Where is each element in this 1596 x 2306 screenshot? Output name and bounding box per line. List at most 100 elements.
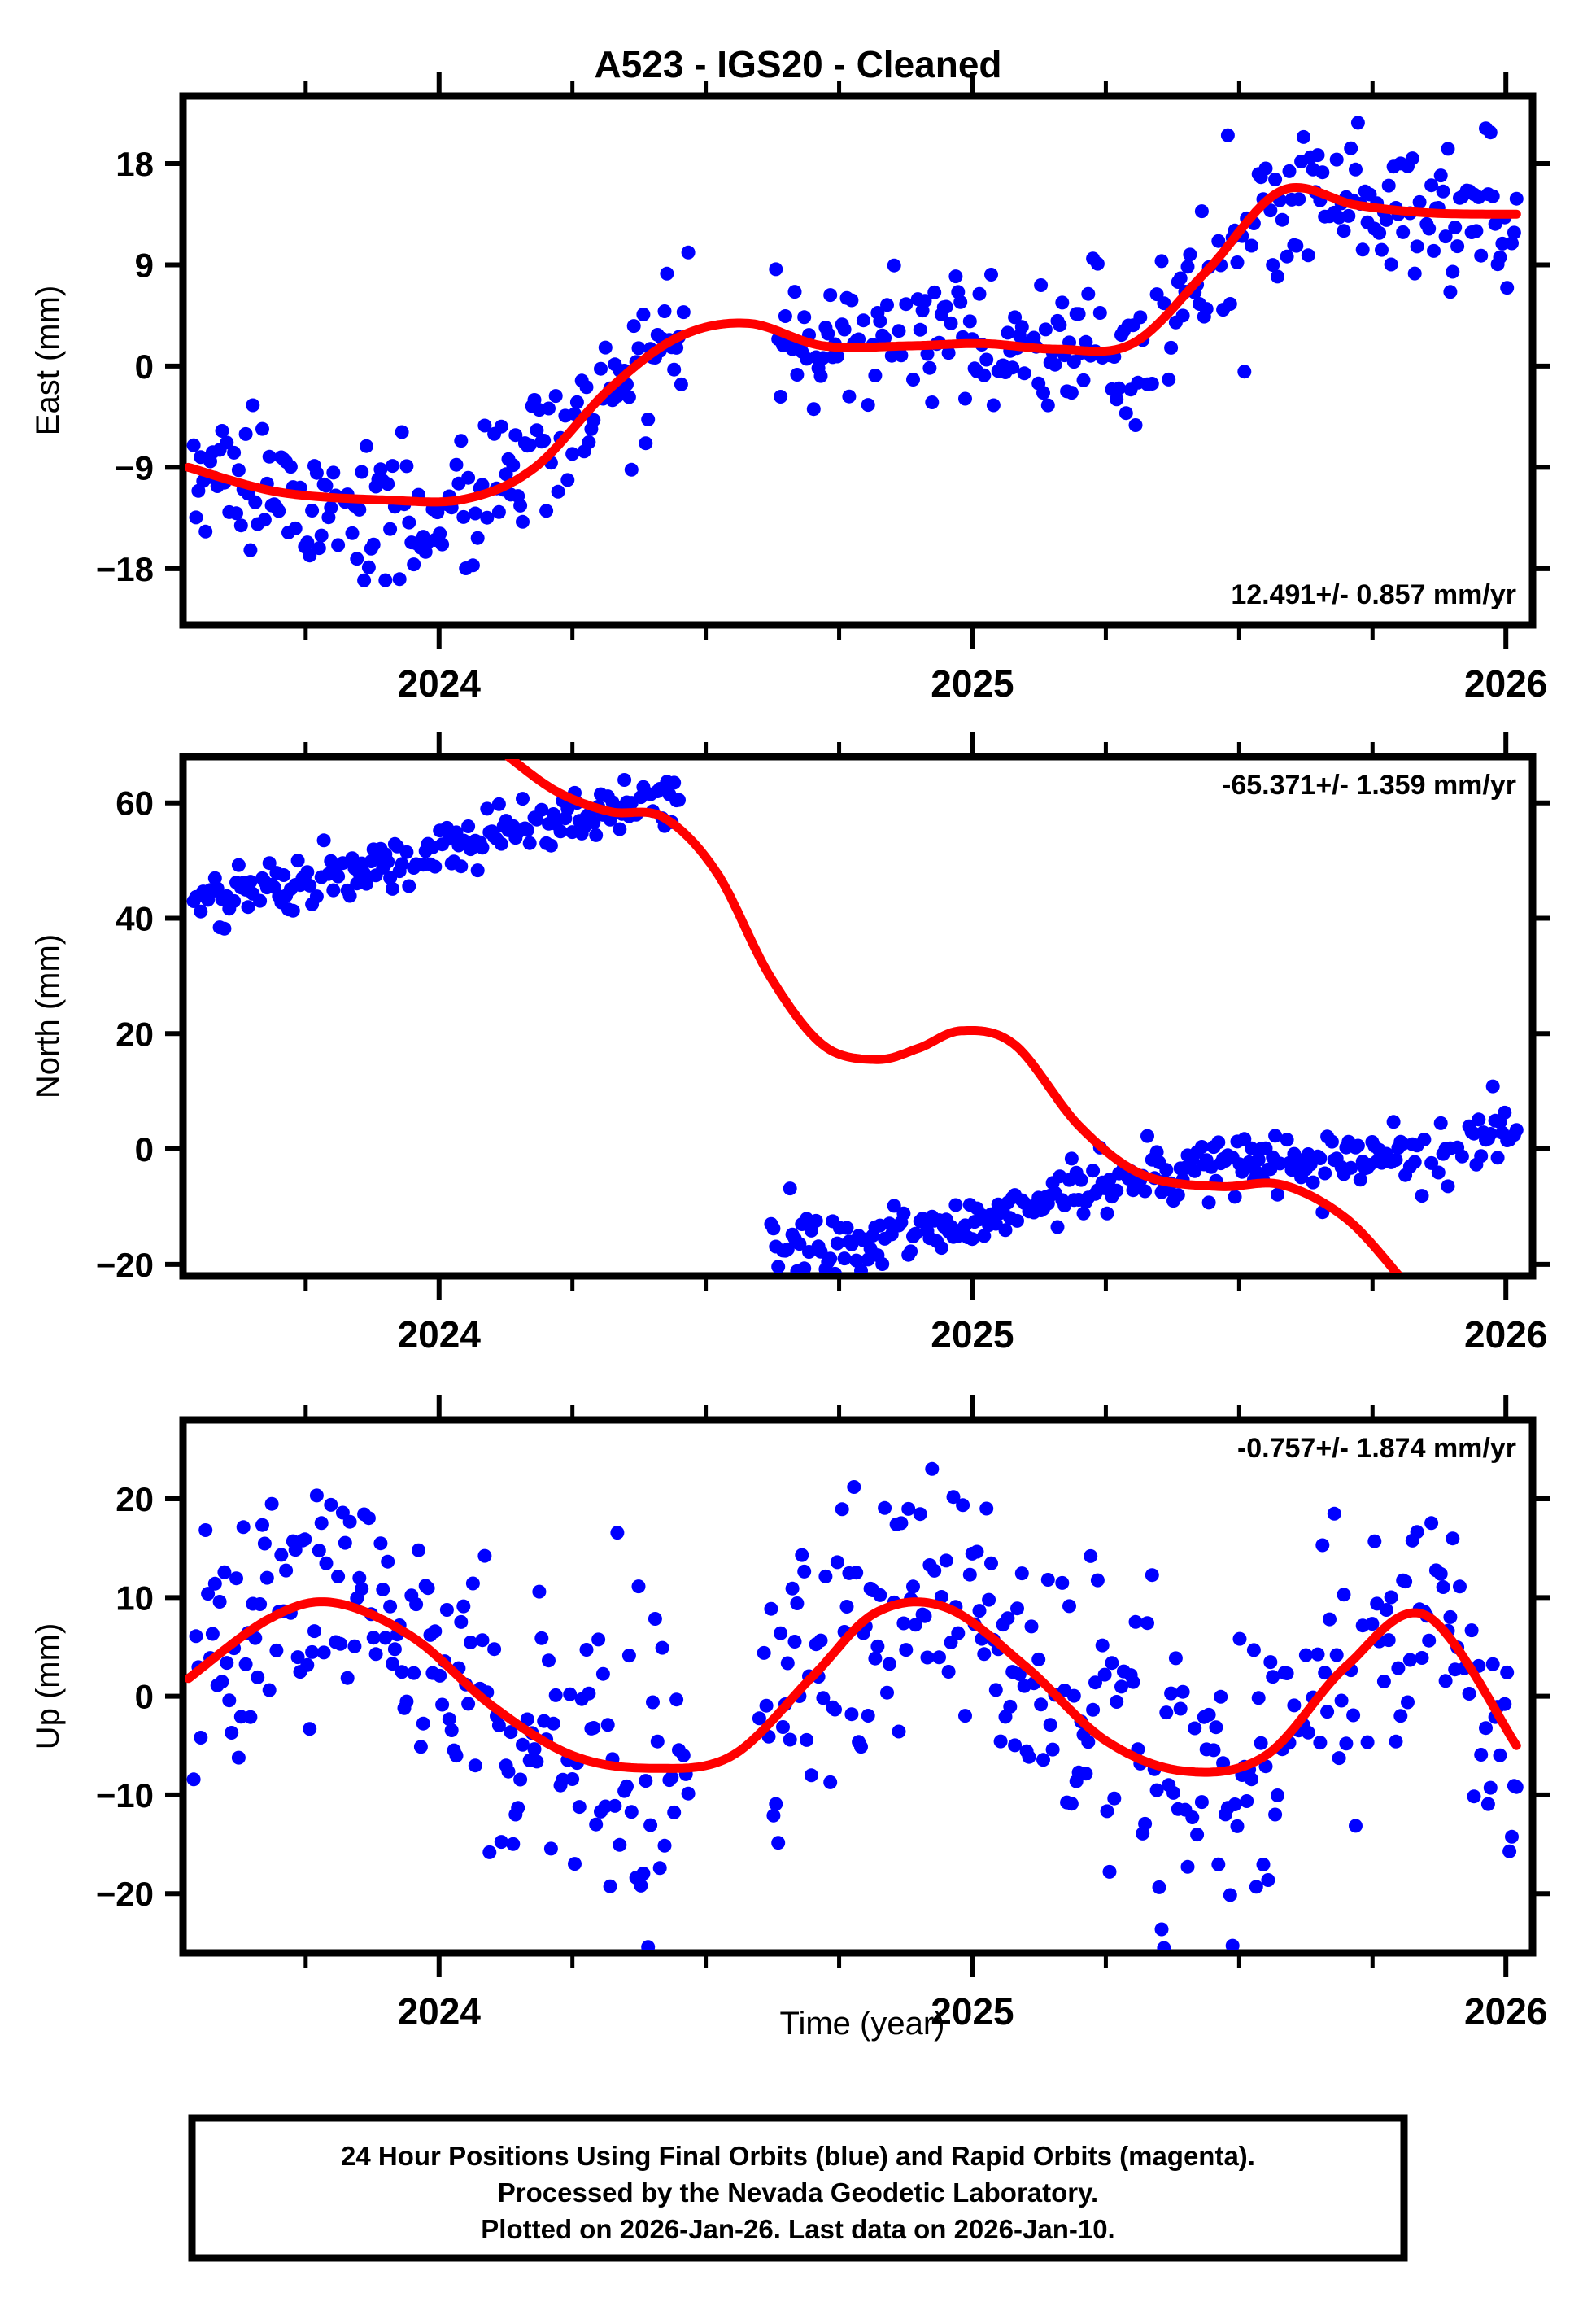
data-point: [1055, 295, 1070, 310]
data-point: [290, 854, 305, 868]
data-point: [1214, 1689, 1228, 1704]
data-point: [1175, 1684, 1190, 1699]
data-point: [631, 341, 646, 356]
data-point: [413, 1740, 428, 1754]
data-point: [849, 1566, 864, 1580]
data-point: [1443, 285, 1458, 299]
data-point: [835, 1502, 849, 1517]
data-point: [277, 868, 291, 882]
data-point: [847, 1480, 861, 1494]
data-point: [977, 1647, 992, 1662]
data-point: [1310, 1647, 1325, 1662]
data-point: [1081, 1735, 1096, 1749]
data-point: [1064, 1797, 1079, 1811]
data-point: [1500, 1665, 1515, 1679]
x-tick-label-east-1: 2025: [931, 662, 1014, 705]
y-tick-label-east-0: 18: [116, 145, 154, 183]
data-point: [1220, 128, 1235, 142]
data-point: [331, 869, 346, 884]
data-point: [1066, 1688, 1081, 1703]
data-point: [290, 1650, 305, 1665]
data-point: [934, 1590, 948, 1604]
data-point: [186, 1772, 201, 1787]
data-point: [982, 1592, 996, 1607]
data-point: [1280, 1666, 1294, 1680]
data-point: [1097, 1667, 1112, 1682]
data-point: [861, 1709, 875, 1723]
data-point: [553, 824, 568, 839]
y-tick-label-north-0: 60: [116, 784, 154, 823]
data-point: [1157, 1941, 1171, 1950]
data-point: [1280, 1133, 1294, 1147]
data-point: [1171, 1188, 1185, 1203]
data-point: [428, 1624, 443, 1639]
data-point: [527, 1742, 542, 1757]
data-point: [1095, 1638, 1110, 1653]
data-point: [1438, 1674, 1453, 1688]
data-point: [650, 1734, 665, 1749]
data-point: [428, 859, 443, 874]
data-point: [880, 1685, 894, 1700]
scatter-points-up: [186, 1461, 1524, 1950]
data-point: [506, 458, 521, 473]
data-point: [243, 1710, 258, 1724]
data-point: [1329, 152, 1344, 167]
data-point: [920, 1650, 935, 1665]
data-point: [672, 793, 686, 807]
data-point: [516, 514, 530, 529]
data-point: [913, 322, 927, 337]
data-point: [1133, 310, 1148, 325]
data-point: [534, 1631, 549, 1645]
data-point: [797, 1261, 812, 1273]
data-point: [894, 348, 909, 363]
data-point: [1306, 1175, 1320, 1190]
data-point: [217, 1565, 232, 1579]
data-point: [1084, 1548, 1098, 1563]
data-point: [1071, 307, 1086, 321]
data-point: [892, 324, 906, 338]
data-point: [948, 1198, 963, 1212]
data-point: [1464, 1623, 1479, 1638]
data-point: [1480, 1797, 1495, 1811]
data-point: [231, 463, 246, 478]
data-point: [972, 286, 987, 301]
data-point: [1341, 208, 1356, 223]
data-point: [1424, 1516, 1439, 1531]
data-point: [757, 1645, 771, 1660]
data-point: [1389, 1734, 1403, 1749]
data-point: [243, 875, 258, 889]
footer-box-border: [188, 2114, 1408, 2262]
data-point: [1490, 1151, 1505, 1165]
data-point: [1145, 377, 1159, 391]
data-point: [449, 1749, 464, 1763]
data-point: [407, 1666, 421, 1680]
data-point: [1175, 308, 1190, 323]
data-point: [1001, 1611, 1015, 1626]
data-point: [797, 310, 812, 325]
data-point: [882, 1657, 896, 1671]
scatter-points-north: [186, 773, 1524, 1273]
data-point: [395, 1665, 409, 1679]
data-point: [338, 1535, 352, 1550]
rate-annotation-north: -65.371+/- 1.359 mm/yr: [1222, 770, 1516, 801]
data-point: [1168, 1651, 1183, 1666]
data-point: [934, 1241, 948, 1256]
data-point: [795, 1548, 809, 1562]
data-point: [621, 1649, 636, 1663]
data-point: [215, 424, 229, 438]
data-point: [1190, 1828, 1205, 1842]
data-point: [776, 1720, 790, 1734]
data-point: [542, 1653, 556, 1668]
rate-annotation-east: 12.491+/- 0.857 mm/yr: [1231, 579, 1516, 610]
data-point: [464, 1636, 477, 1649]
data-point: [520, 1712, 534, 1727]
data-point: [1353, 1173, 1367, 1187]
data-point: [641, 413, 656, 426]
data-point: [262, 856, 277, 871]
data-point: [1324, 1134, 1339, 1149]
data-point: [813, 1244, 828, 1259]
data-point: [442, 1712, 456, 1727]
data-point: [667, 775, 682, 790]
data-point: [1180, 1859, 1195, 1874]
